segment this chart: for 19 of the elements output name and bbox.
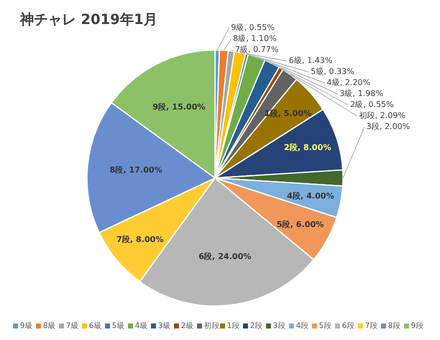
data-label: 3級, 1.98% <box>340 89 384 98</box>
data-label: 5段, 6.00% <box>276 220 324 230</box>
data-label: 8級, 1.10% <box>233 34 277 44</box>
data-label: 4段, 4.00% <box>286 191 334 200</box>
data-label: 8段, 17.00% <box>110 166 162 175</box>
data-label: 7級, 0.77% <box>235 45 279 54</box>
data-label: 2級, 0.55% <box>350 100 394 110</box>
data-label: 3段, 2.00% <box>366 122 410 132</box>
data-label: 9級, 0.55% <box>231 23 275 32</box>
data-label: 1段, 5.00% <box>264 108 312 118</box>
data-label: 4級, 2.20% <box>326 78 371 88</box>
data-label: 7段, 8.00% <box>116 235 164 244</box>
chart-title: 神チャレ 2019年1月 <box>19 11 158 28</box>
data-label: 5級, 0.33% <box>310 67 355 76</box>
data-label: 6段, 24.00% <box>198 252 252 261</box>
data-label: 6級, 1.43% <box>288 56 333 66</box>
data-label: 初段, 2.09% <box>358 111 406 120</box>
data-label: 2段, 8.00% <box>284 143 332 152</box>
data-label: 9段, 15.00% <box>152 102 206 112</box>
